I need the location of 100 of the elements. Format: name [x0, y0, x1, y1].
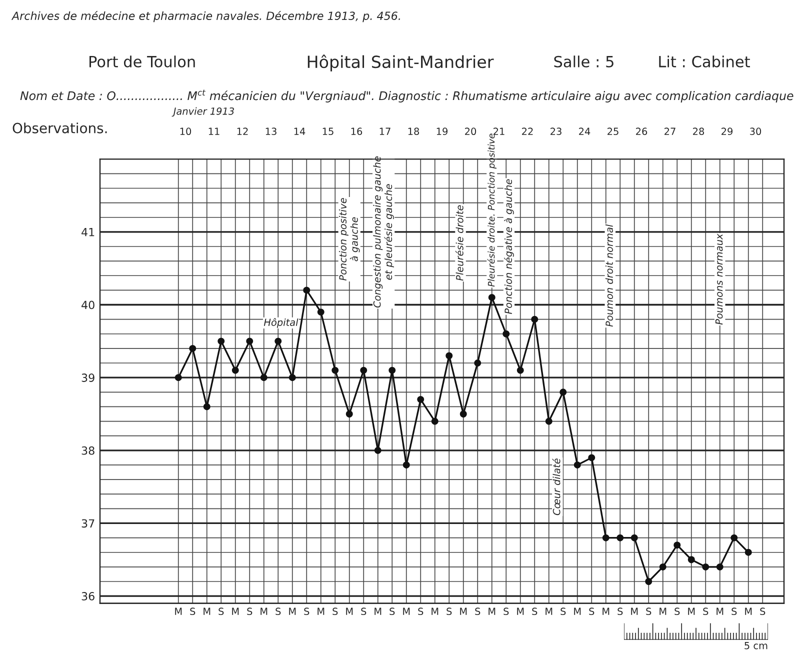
annotation: Ponction négative à gauche — [504, 179, 514, 314]
x-tick-label: S — [646, 608, 652, 616]
point — [688, 556, 695, 564]
x2-tick-label: 21 — [494, 128, 504, 135]
x2-tick-label: 16 — [351, 128, 362, 136]
x-tick-label: M — [660, 608, 666, 615]
x-tick-label: S — [276, 608, 281, 616]
point — [645, 578, 652, 585]
point — [388, 366, 396, 374]
y-axis-title: Observations. — [12, 122, 107, 134]
y-tick-label: 37 — [82, 519, 94, 528]
x2-tick-label: 18 — [408, 128, 420, 136]
x-tick-label: S — [332, 608, 338, 616]
annotation: Poumon droit normal — [605, 224, 613, 327]
x-tick-label: M — [688, 608, 695, 615]
x-tick-label: M — [716, 608, 724, 615]
point — [303, 286, 310, 294]
x-tick-label: S — [390, 608, 395, 616]
x2-tick-label: 22 — [522, 128, 533, 135]
point — [602, 534, 610, 542]
x-tick-label: S — [304, 608, 310, 616]
y-tick-label: 38 — [82, 446, 94, 455]
point — [502, 330, 510, 338]
x2-tick-label: 15 — [322, 128, 334, 136]
x-tick-label: M — [204, 608, 210, 615]
point — [374, 446, 382, 454]
x-tick-label: M — [745, 608, 752, 615]
x2-tick-label: 20 — [465, 128, 476, 136]
x-tick-label: M — [460, 608, 467, 615]
text: 5 cm — [744, 642, 768, 650]
x-tick-label: M — [175, 608, 182, 615]
x-tick-label: M — [602, 608, 610, 615]
x-tick-label: M — [232, 608, 239, 615]
text: Lit : Cabinet — [659, 56, 750, 68]
point — [616, 534, 624, 542]
x-tick-label: M — [574, 608, 581, 615]
point — [588, 454, 596, 462]
text: Port de Toulon — [90, 56, 195, 68]
x2-tick-label: 30 — [750, 128, 762, 136]
point — [488, 294, 496, 301]
x-tick-label: S — [218, 608, 224, 616]
x-tick-label: M — [546, 608, 552, 615]
x-tick-label: S — [618, 608, 623, 616]
x-tick-label: M — [260, 608, 268, 615]
x-tick-label: M — [318, 608, 324, 615]
point — [674, 542, 681, 549]
point — [574, 461, 581, 468]
y-tick-label: 40 — [82, 300, 94, 310]
point — [545, 418, 552, 425]
annotation: Pleurésie droite — [455, 205, 464, 281]
annotation: Poumons normaux — [715, 234, 723, 325]
point — [630, 534, 638, 542]
x-tick-label: M — [517, 608, 524, 615]
x2-tick-label: 12 — [237, 128, 248, 135]
point — [189, 344, 196, 352]
x2-tick-label: 13 — [266, 128, 276, 136]
x2-tick-label: 28 — [693, 128, 704, 136]
point — [446, 352, 453, 360]
x-tick-label: S — [190, 608, 196, 616]
x-tick-label: M — [289, 608, 296, 615]
point — [516, 366, 524, 374]
annotation: Cœur dilaté — [552, 458, 560, 516]
x2-tick-label: 24 — [579, 128, 590, 135]
x2-tick-label: 19 — [436, 128, 448, 136]
y-tick-label: 39 — [82, 374, 94, 382]
point — [360, 366, 368, 374]
x-tick-label: S — [760, 608, 766, 616]
x-tick-label: S — [504, 608, 509, 616]
point — [402, 461, 410, 468]
x-tick-label: S — [418, 608, 424, 616]
text: Salle : 5 — [554, 56, 614, 68]
point — [203, 403, 210, 410]
x-tick-label: S — [674, 608, 680, 616]
x-tick-label: M — [631, 608, 638, 615]
point — [288, 374, 296, 382]
point — [317, 308, 324, 316]
point — [474, 360, 482, 366]
point — [417, 396, 424, 403]
chart-title: Hôpital Saint-Mandrier — [308, 54, 494, 72]
x2-tick-label: 17 — [380, 128, 390, 135]
point — [659, 563, 666, 570]
x2-tick-label: 29 — [722, 128, 732, 136]
x-tick-label: S — [732, 608, 737, 616]
x-tick-label: S — [361, 608, 366, 616]
x-tick-label: M — [432, 608, 438, 615]
point — [174, 374, 182, 382]
y-tick-label: 36 — [82, 592, 94, 600]
x-tick-label: S — [532, 608, 538, 616]
x2-tick-label: 11 — [208, 128, 220, 135]
x-tick-label: S — [703, 608, 708, 616]
annotation: Ponction positive à gauche — [338, 198, 360, 281]
point — [246, 338, 254, 345]
x-tick-label: M — [374, 608, 382, 615]
x-tick-label: S — [560, 608, 566, 616]
x-tick-label: S — [446, 608, 452, 616]
x-tick-label: M — [346, 608, 353, 615]
x2-tick-label: 14 — [294, 128, 306, 135]
annotation: Hôpital — [264, 318, 298, 328]
point — [531, 316, 538, 323]
point — [744, 548, 752, 556]
